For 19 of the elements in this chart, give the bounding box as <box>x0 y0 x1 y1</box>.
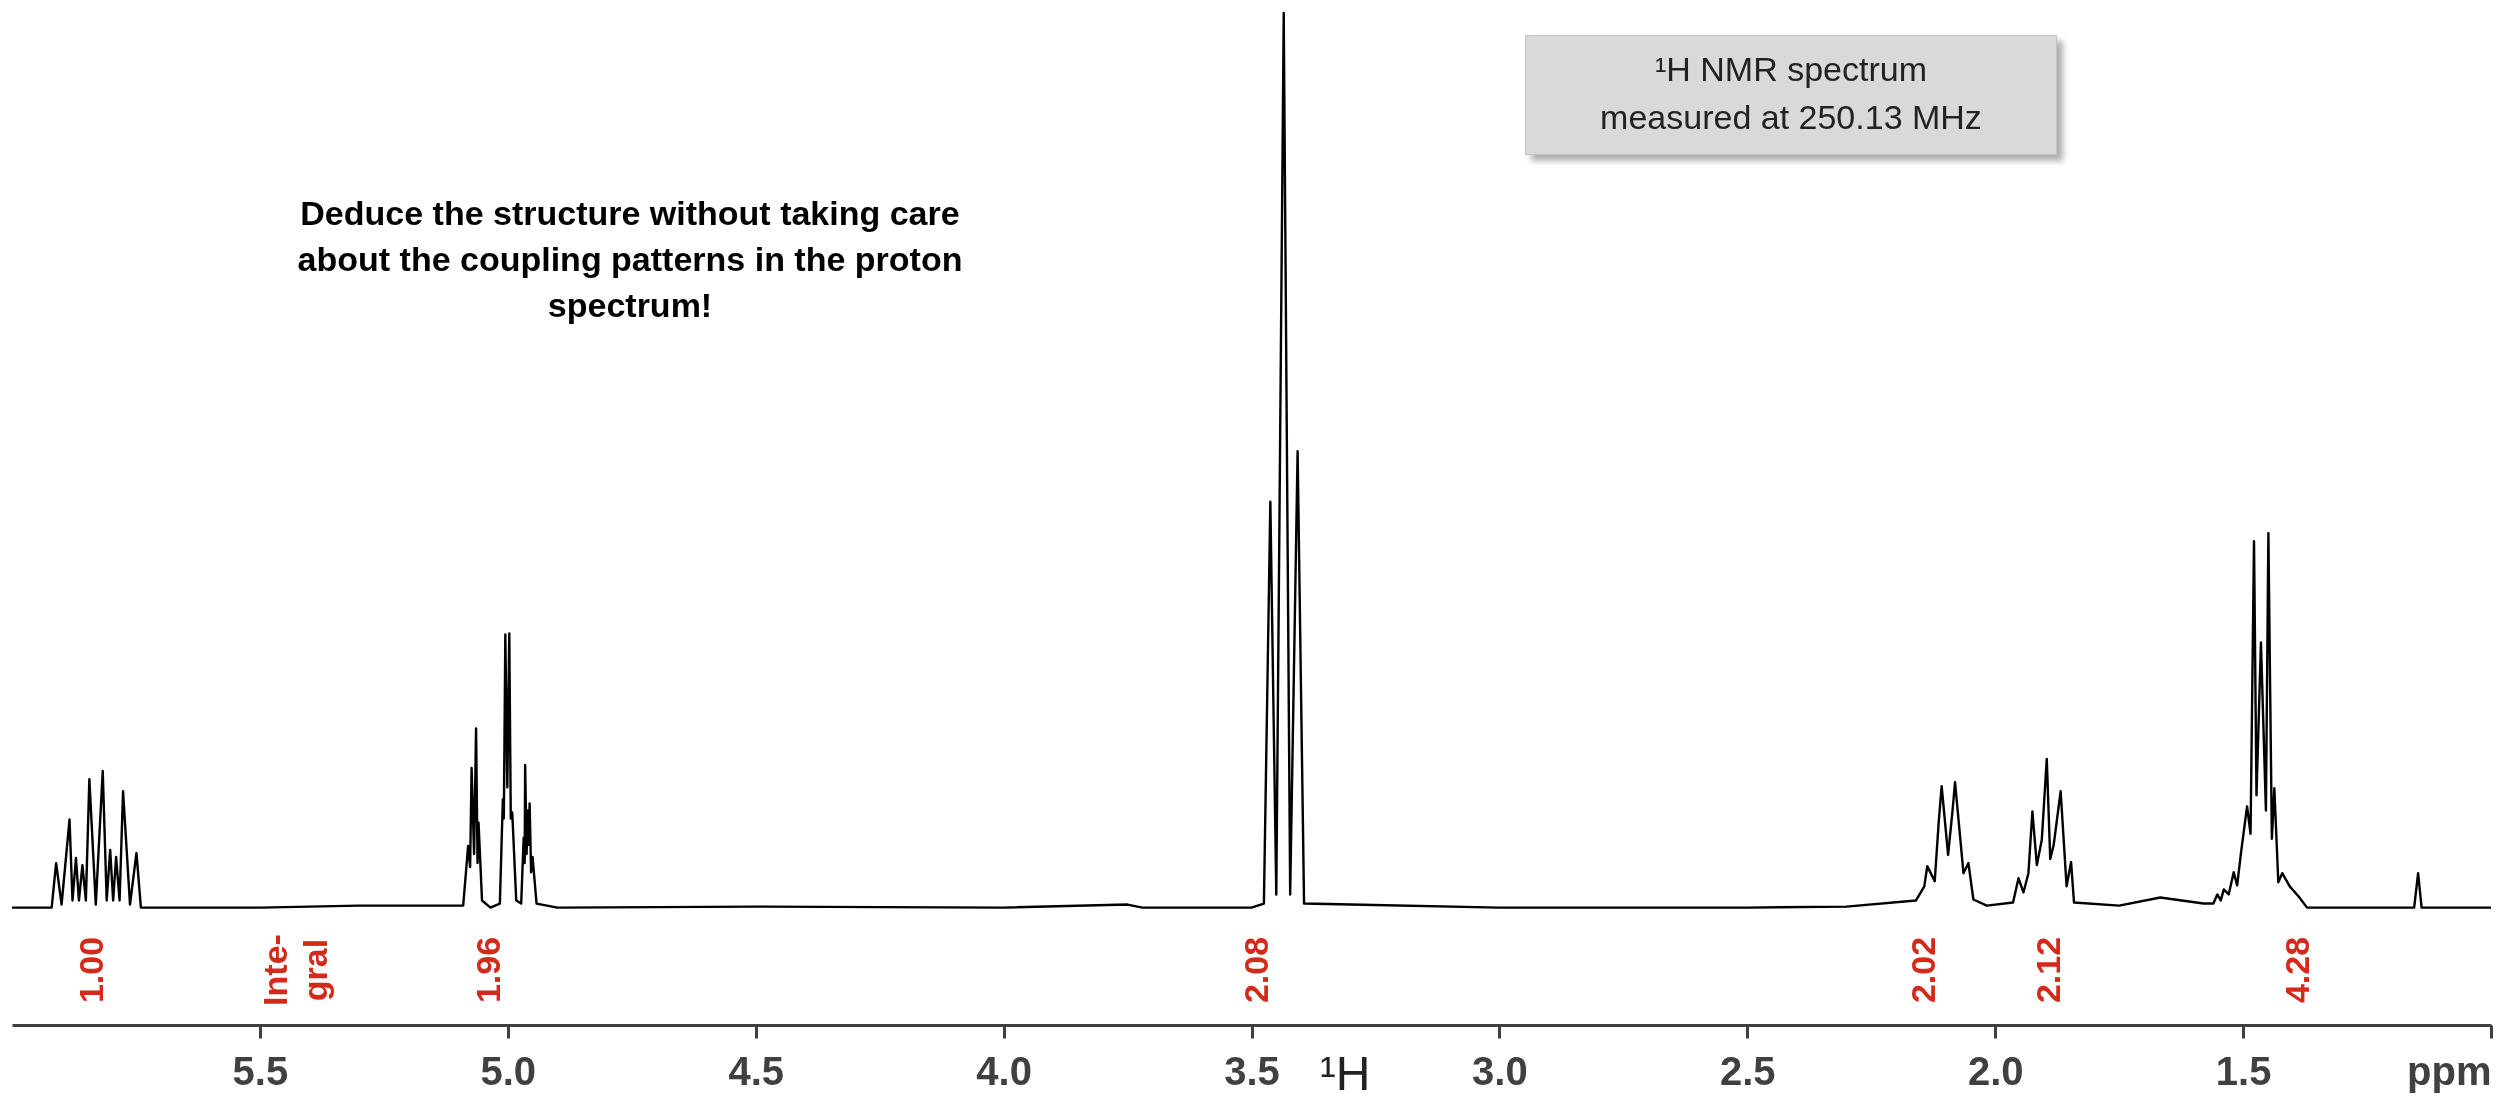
x-tick-label: 4.5 <box>728 1048 784 1093</box>
annotation: 4.28 <box>2277 935 2317 1006</box>
x-tick-label: 3.0 <box>1472 1048 1528 1093</box>
x-tick-label: ppm <box>2407 1048 2492 1093</box>
annotation: 2.08 <box>1236 935 1276 1006</box>
x-tick-label: 3.5 <box>1224 1048 1280 1093</box>
annotation: Inte- gral <box>255 933 335 1008</box>
x-tick-label: 4.0 <box>976 1048 1032 1093</box>
annotation: 2.12 <box>2028 935 2068 1006</box>
annotation: 1.00 <box>71 935 111 1006</box>
annotation: 1.96 <box>468 935 508 1006</box>
x-tick-label: 5.0 <box>480 1048 537 1093</box>
text: ¹H <box>1318 1046 1372 1102</box>
x-tick-label: 2.5 <box>1720 1048 1776 1093</box>
x-tick-label: 1.5 <box>2215 1048 2272 1093</box>
x-tick-label: 2.0 <box>1967 1048 2024 1093</box>
annotation: Deduce the structure without taking care about the coupling patterns in the proton spectrum! <box>296 193 964 326</box>
x-tick-label: 5.5 <box>232 1048 289 1093</box>
annotation: 2.02 <box>1903 935 1943 1006</box>
